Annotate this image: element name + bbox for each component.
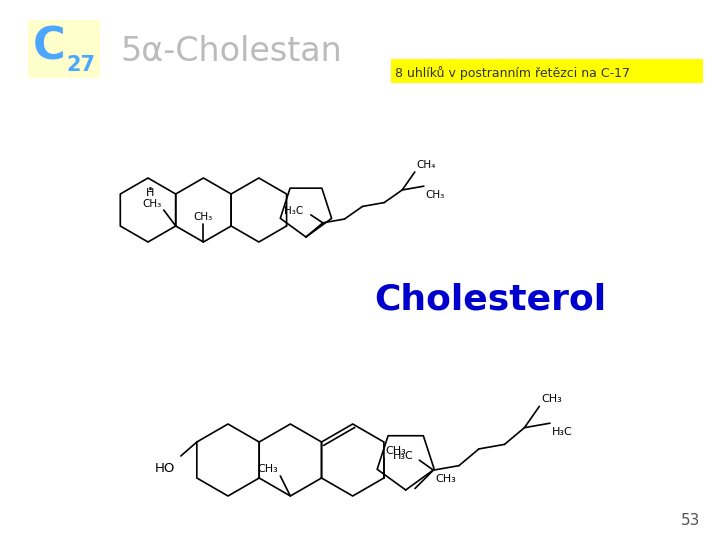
FancyBboxPatch shape xyxy=(391,59,703,83)
Text: 8 uhlíků v postranním řetězci na C-17: 8 uhlíků v postranním řetězci na C-17 xyxy=(395,66,630,80)
Text: HO: HO xyxy=(155,462,175,475)
Text: CH₃: CH₃ xyxy=(194,212,213,222)
Text: CH₃: CH₃ xyxy=(143,199,162,209)
Text: CH₃: CH₃ xyxy=(426,190,445,200)
Text: H: H xyxy=(146,188,154,198)
Text: ·: · xyxy=(146,180,153,200)
Text: CH₃: CH₃ xyxy=(436,474,456,484)
Text: H₃C: H₃C xyxy=(284,206,303,216)
Text: 27: 27 xyxy=(66,55,95,75)
Text: C: C xyxy=(33,25,66,68)
Text: CH₄: CH₄ xyxy=(417,160,436,170)
Text: Cholesterol: Cholesterol xyxy=(374,283,606,317)
Text: 53: 53 xyxy=(680,513,700,528)
Text: H₃C: H₃C xyxy=(552,427,573,437)
Text: H₃C: H₃C xyxy=(392,451,413,461)
Text: CH₃: CH₃ xyxy=(541,394,562,404)
Text: 5α-Cholestan: 5α-Cholestan xyxy=(120,35,342,68)
Text: CH₃: CH₃ xyxy=(258,464,279,474)
Text: CH₃: CH₃ xyxy=(385,446,405,456)
FancyBboxPatch shape xyxy=(28,20,100,78)
